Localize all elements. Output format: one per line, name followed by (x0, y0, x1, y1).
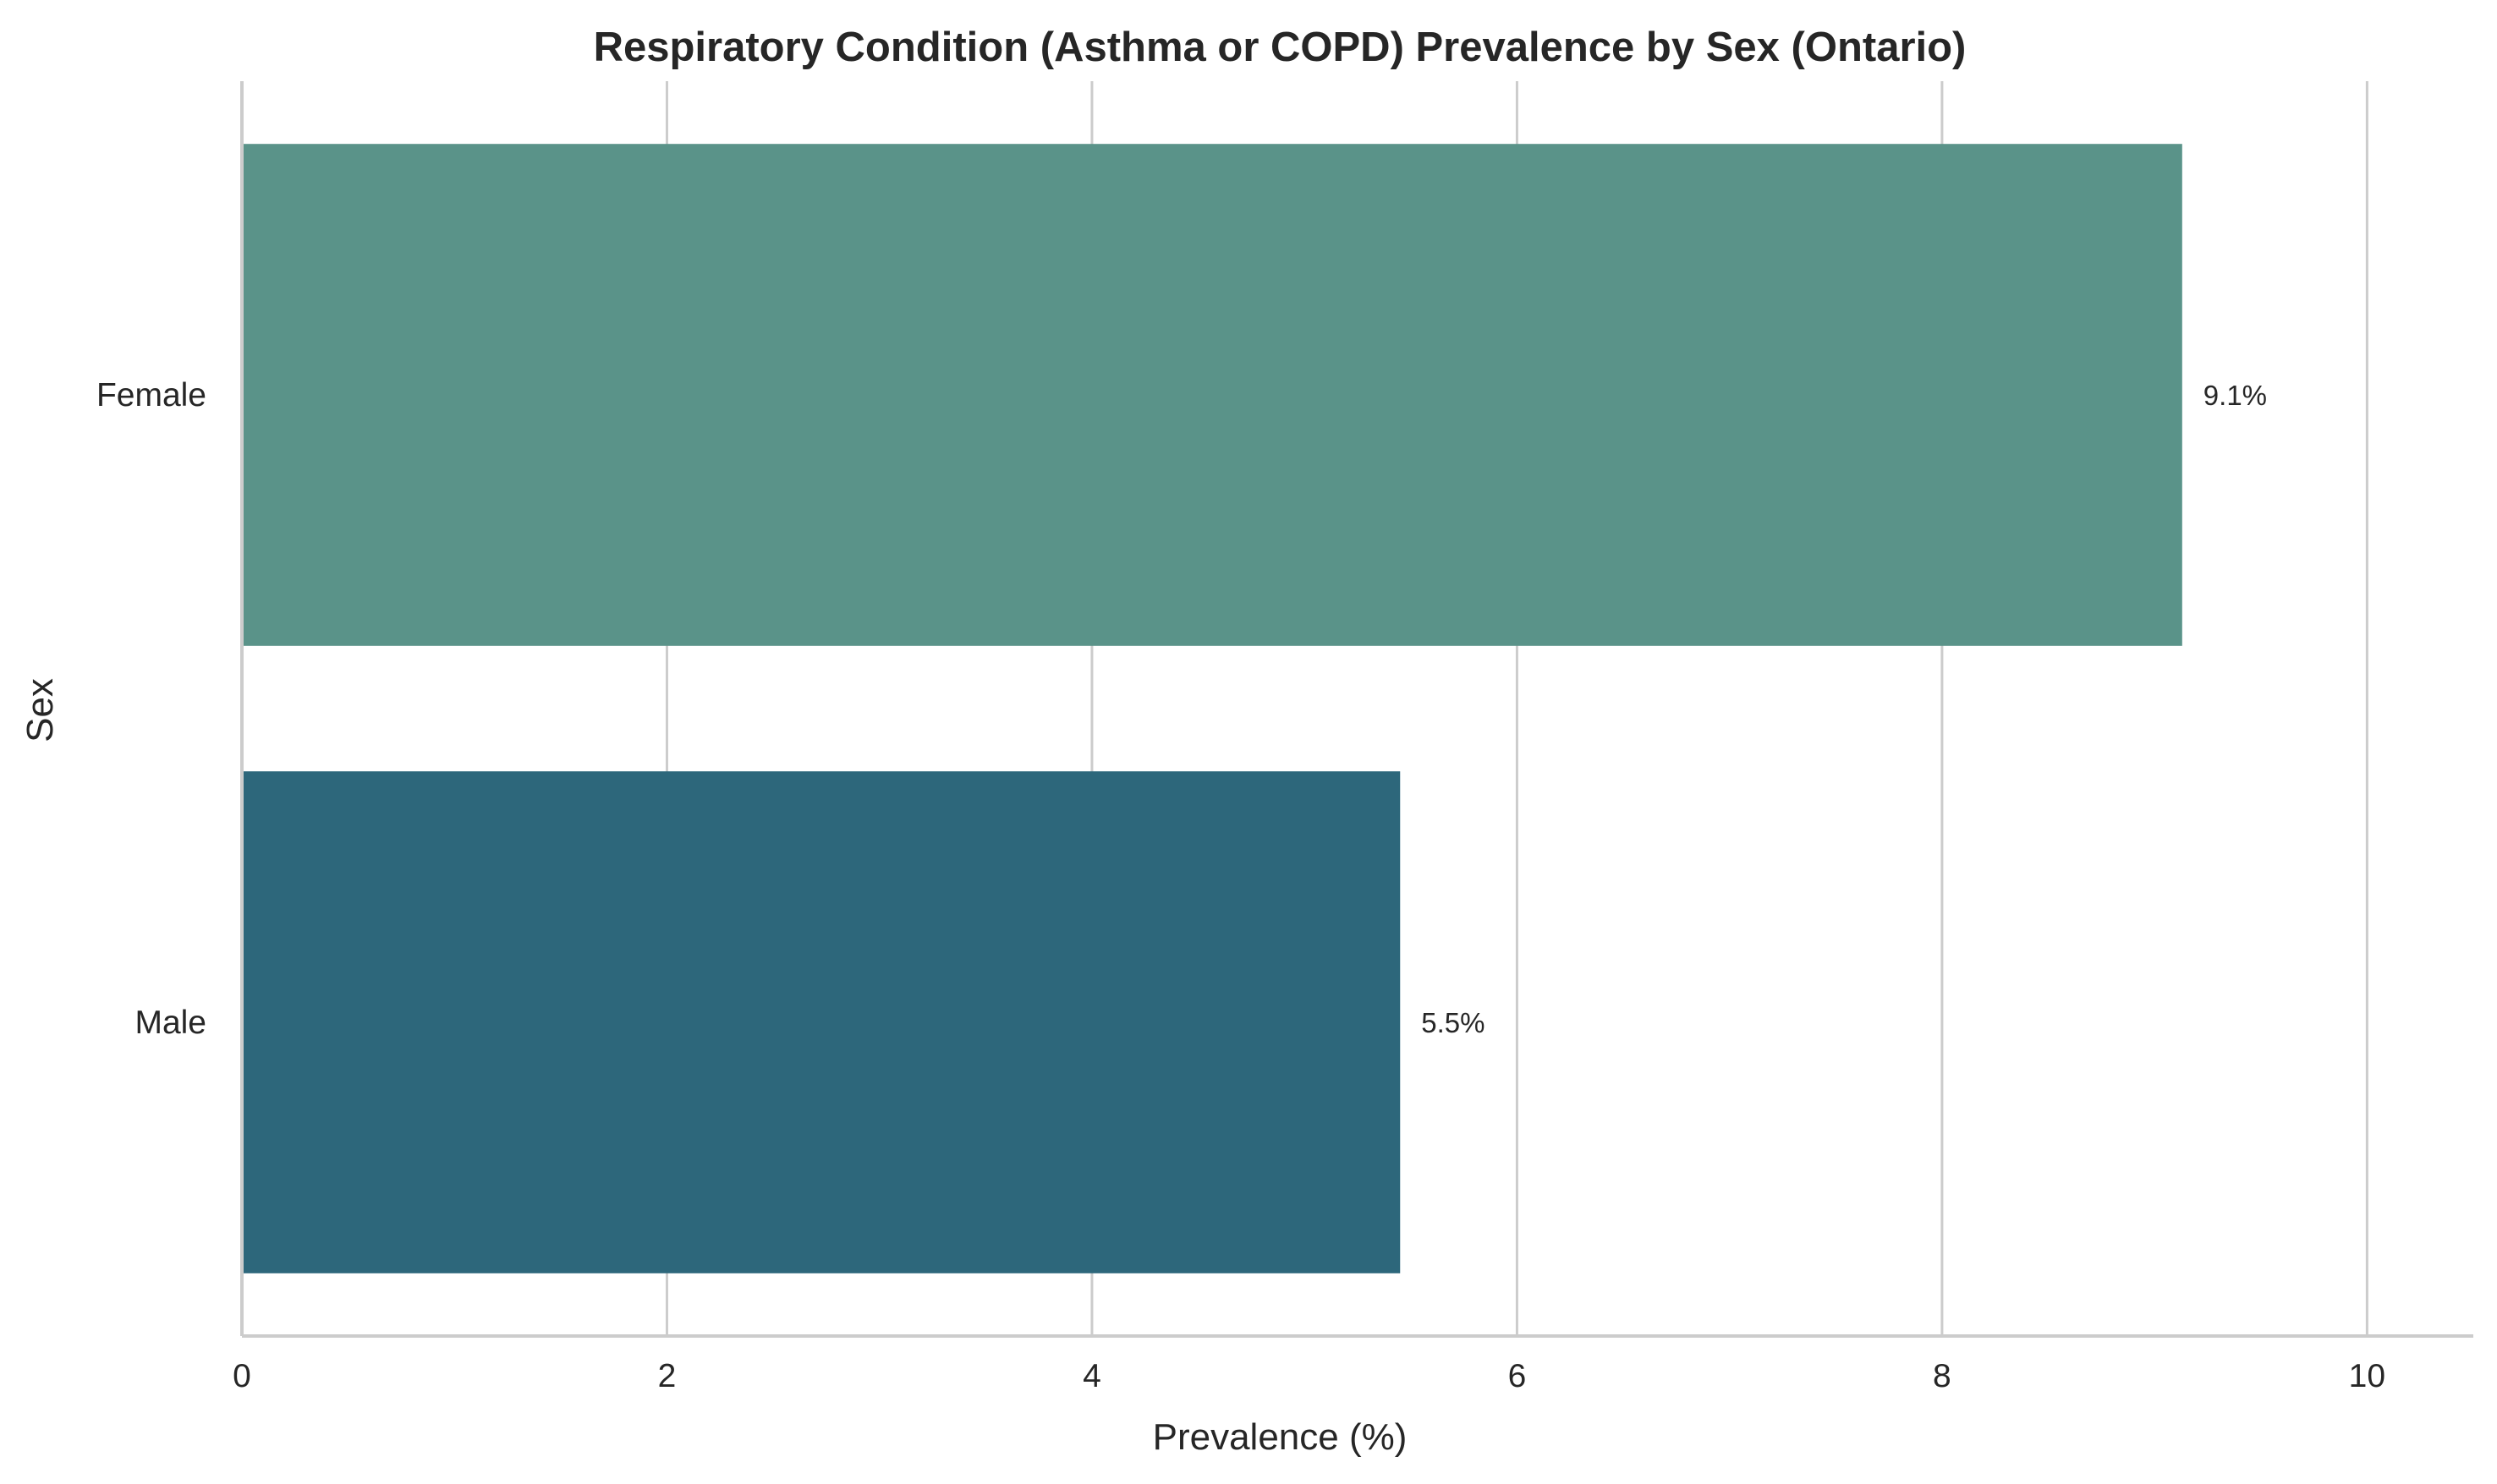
x-axis-label: Prevalence (%) (1153, 1416, 1408, 1458)
x-tick-label: 2 (658, 1358, 677, 1394)
data-label-female: 9.1% (2203, 380, 2267, 411)
x-tick-labels: 0 2 4 6 8 10 (233, 1358, 2385, 1394)
y-axis-label: Sex (19, 678, 61, 742)
bars (242, 144, 2182, 1273)
y-tick-label-male: Male (134, 1005, 206, 1041)
bar-female (242, 144, 2182, 646)
bar-male (242, 771, 1401, 1273)
x-tick-label: 4 (1083, 1358, 1101, 1394)
chart-title: Respiratory Condition (Asthma or COPD) P… (594, 25, 1967, 70)
x-tick-label: 0 (233, 1358, 251, 1394)
x-tick-label: 6 (1508, 1358, 1527, 1394)
x-tick-label: 8 (1933, 1358, 1951, 1394)
y-tick-label-female: Female (96, 377, 206, 413)
data-labels: 9.1% 5.5% (1421, 380, 2267, 1038)
y-tick-labels: Female Male (96, 377, 206, 1041)
x-tick-label: 10 (2349, 1358, 2385, 1394)
data-label-male: 5.5% (1421, 1007, 1484, 1038)
axis-spines (240, 81, 2473, 1338)
